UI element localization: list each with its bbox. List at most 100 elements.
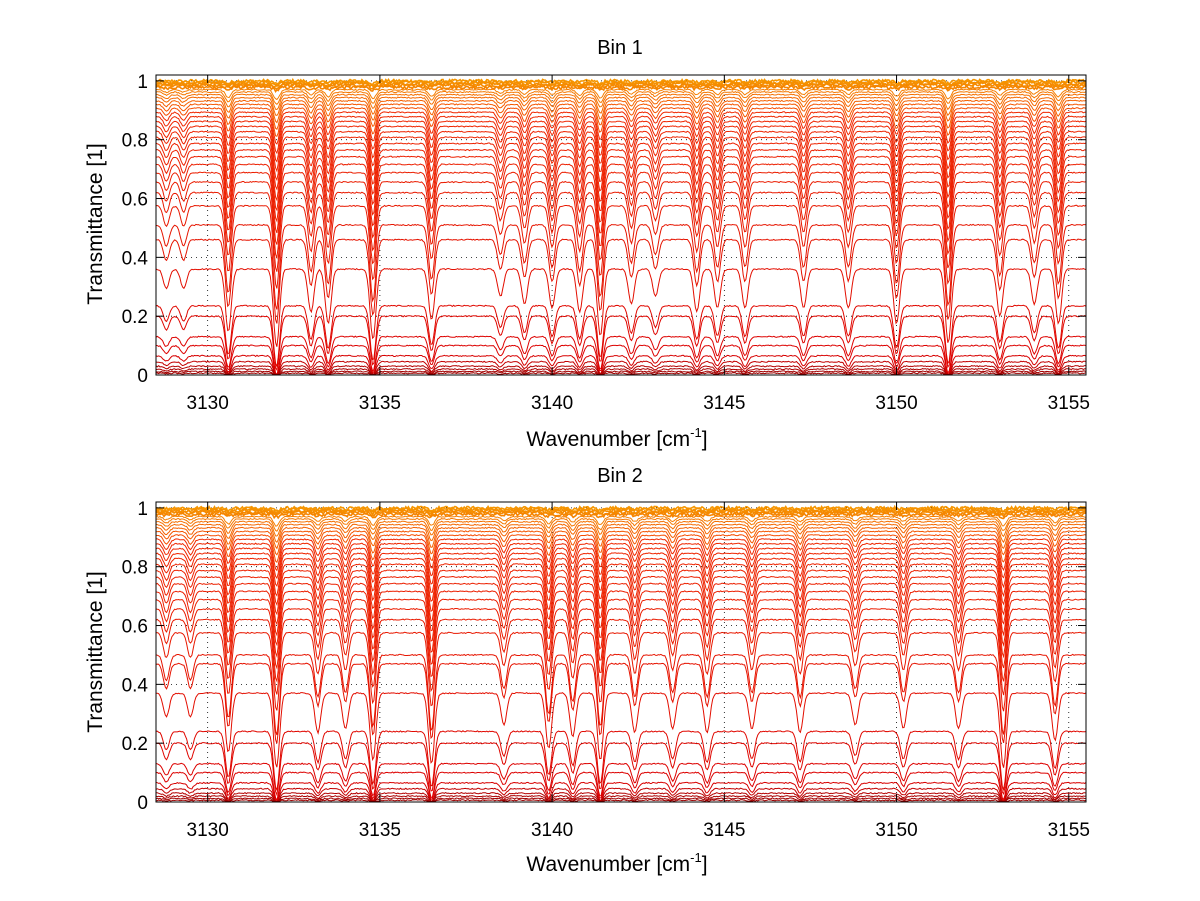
y-tick-label: 1 [137, 499, 148, 520]
series-line [155, 79, 1087, 88]
series-line [155, 504, 1087, 513]
x-tick-label: 3140 [531, 393, 573, 414]
transmittance-curves [155, 77, 1087, 376]
series-line [155, 517, 1087, 532]
y-tick-label: 0.4 [122, 675, 149, 696]
plot-bin-2: Bin 2 3130 3135 3140 3145 3150 3155 0 0.2 0.4 0.6… [84, 465, 1090, 876]
series-line [155, 530, 1086, 556]
series-line [155, 191, 1087, 272]
y-tick-label: 0.4 [122, 248, 149, 269]
series-line [155, 515, 1087, 527]
x-tick-label: 3130 [187, 393, 229, 414]
x-tick-label: 3135 [359, 820, 401, 841]
axis-ticks: 3130 3135 3140 3145 3150 3155 0 0.2 0.4 0.6 0.8 1 [122, 499, 1090, 841]
series-line [155, 93, 1087, 111]
series-line [155, 598, 1087, 670]
plot-bin-1: Bin 1 3130 3135 3140 3145 3150 3155 0 0.2 0.4 0.6… [84, 37, 1090, 451]
series-line [155, 791, 1087, 802]
x-tick-label: 3140 [531, 820, 573, 841]
axis-ticks: 3130 3135 3140 3145 3150 3155 0 0.2 0.4 0.6 0.8 1 [122, 72, 1090, 414]
series-line [155, 314, 1087, 372]
series-line [155, 762, 1086, 802]
x-axis-label: Wavenumber [cm-1] [526, 850, 707, 876]
series-line [155, 797, 1087, 802]
series-line [155, 304, 1087, 369]
series-line [155, 96, 1086, 117]
series-line [155, 691, 1087, 768]
x-axis-label: Wavenumber [cm-1] [526, 425, 707, 451]
plot-title: Bin 1 [597, 37, 643, 59]
series-line [155, 520, 1087, 538]
y-tick-label: 0.6 [122, 617, 148, 638]
x-tick-label: 3145 [703, 393, 745, 414]
series-line [155, 794, 1087, 802]
series-line [155, 111, 1087, 145]
series-line [155, 511, 1087, 520]
x-axis-label-superscript: -1 [690, 425, 702, 440]
x-axis-label-text: Wavenumber [cm [526, 853, 690, 876]
series-line [155, 547, 1087, 589]
series-line [155, 653, 1087, 736]
series-line [155, 88, 1087, 101]
axes-box [155, 501, 1087, 803]
y-tick-label: 0.6 [122, 190, 148, 211]
series-line [155, 582, 1087, 647]
y-tick-label: 0.8 [122, 558, 148, 579]
series-line [155, 120, 1087, 163]
series-line [155, 142, 1087, 202]
series-line [155, 538, 1087, 572]
series-line [155, 344, 1087, 376]
series-line [155, 171, 1087, 245]
x-tick-label: 3155 [1048, 393, 1090, 414]
series-line [155, 155, 1087, 223]
x-tick-label: 3155 [1048, 820, 1090, 841]
series-line [155, 335, 1087, 376]
series-line [155, 534, 1087, 564]
series-line [155, 267, 1087, 347]
y-tick-label: 0.2 [122, 734, 148, 755]
series-line [155, 771, 1087, 803]
series-line [156, 372, 1087, 375]
y-tick-label: 0.2 [122, 307, 148, 328]
y-tick-label: 0.8 [122, 131, 148, 152]
x-axis-label-superscript: -1 [690, 850, 702, 865]
x-tick-label: 3145 [703, 820, 745, 841]
series-line [155, 631, 1087, 712]
series-line [156, 163, 1087, 234]
y-axis-label: Transmittance [1] [84, 571, 107, 732]
plot-area [156, 502, 1086, 802]
series-line [155, 575, 1086, 637]
series-line [155, 542, 1087, 580]
series-line [155, 125, 1087, 173]
series-line [155, 90, 1087, 105]
x-axis-label-end: ] [702, 853, 708, 876]
x-tick-label: 3135 [359, 393, 401, 414]
series-line [155, 787, 1087, 802]
series-line [155, 204, 1087, 289]
x-tick-label: 3150 [875, 820, 917, 841]
x-tick-label: 3130 [187, 820, 229, 841]
series-line [155, 130, 1086, 182]
series-line [155, 365, 1086, 375]
series-line [155, 662, 1087, 744]
series-line [155, 563, 1087, 616]
series-line [155, 798, 1087, 802]
series-line [155, 370, 1087, 375]
series-line [155, 781, 1087, 802]
series-line [156, 238, 1087, 324]
series-line [155, 360, 1087, 375]
y-axis-label: Transmittance [1] [84, 143, 107, 304]
plot-title: Bin 2 [597, 465, 643, 487]
series-line [155, 223, 1087, 310]
y-tick-label: 0 [137, 793, 148, 814]
series-line [155, 99, 1087, 124]
series-line [155, 741, 1087, 797]
axes-box [155, 74, 1087, 376]
series-line [155, 136, 1087, 191]
series-line [155, 523, 1087, 544]
series-line [156, 569, 1087, 626]
x-axis-label-text: Wavenumber [cm [526, 428, 690, 451]
y-tick-label: 0 [137, 366, 148, 387]
series-line [155, 103, 1087, 130]
